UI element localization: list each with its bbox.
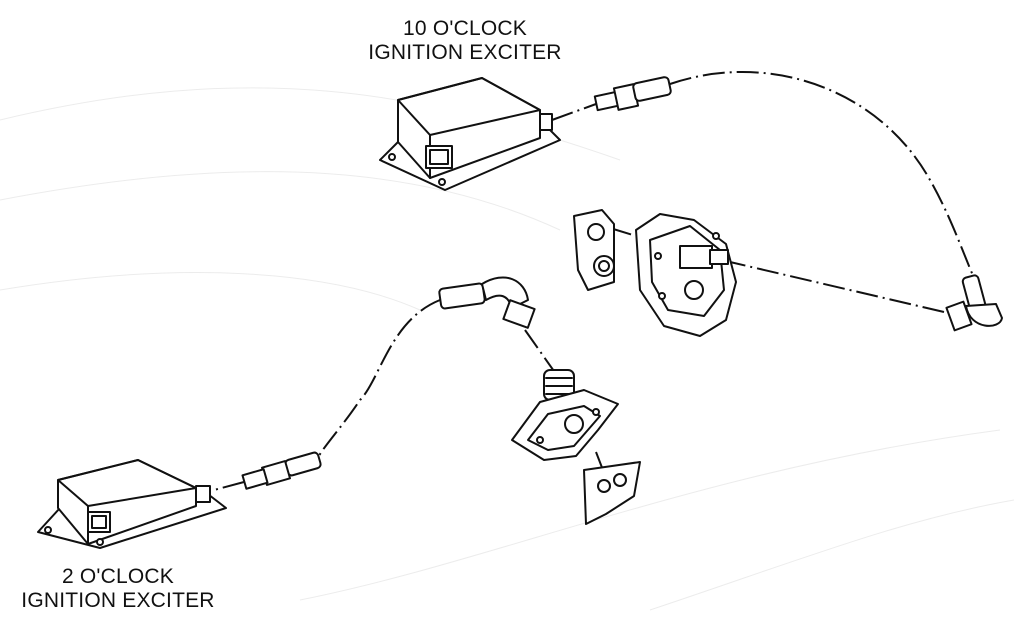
lower-bracket: [583, 461, 641, 525]
lower-ignition-lead: [213, 276, 557, 491]
ignition-exciter-2-oclock: [37, 459, 227, 549]
upper-bracket: [573, 209, 615, 291]
upper-igniter-mount: [609, 213, 737, 337]
label-10-line1: 10 O'CLOCK: [403, 17, 527, 40]
ignition-exciter-10-oclock: [379, 77, 561, 191]
label-10-line2: IGNITION EXCITER: [368, 41, 562, 64]
label-2-line2: IGNITION EXCITER: [21, 589, 215, 612]
upper-ignition-lead: [551, 71, 1003, 332]
lower-igniter-mount: [511, 369, 619, 479]
label-2-oclock-exciter: 2 O'CLOCK IGNITION EXCITER: [8, 565, 228, 613]
label-2-line1: 2 O'CLOCK: [61, 565, 174, 588]
label-10-oclock-exciter: 10 O'CLOCK IGNITION EXCITER: [355, 17, 575, 65]
